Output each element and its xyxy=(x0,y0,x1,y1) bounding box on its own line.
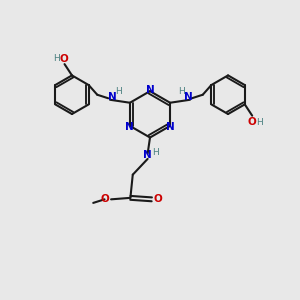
Text: N: N xyxy=(143,150,152,160)
Text: H: H xyxy=(53,54,60,63)
Text: O: O xyxy=(60,54,68,64)
Text: O: O xyxy=(248,117,256,127)
Text: N: N xyxy=(166,122,175,131)
Text: O: O xyxy=(100,194,109,204)
Text: N: N xyxy=(125,122,134,131)
Text: H: H xyxy=(153,148,159,158)
Text: N: N xyxy=(108,92,116,102)
Text: N: N xyxy=(146,85,154,95)
Text: H: H xyxy=(178,87,185,96)
Text: O: O xyxy=(154,194,163,204)
Text: H: H xyxy=(256,118,263,127)
Text: N: N xyxy=(184,92,192,102)
Text: H: H xyxy=(115,87,122,96)
